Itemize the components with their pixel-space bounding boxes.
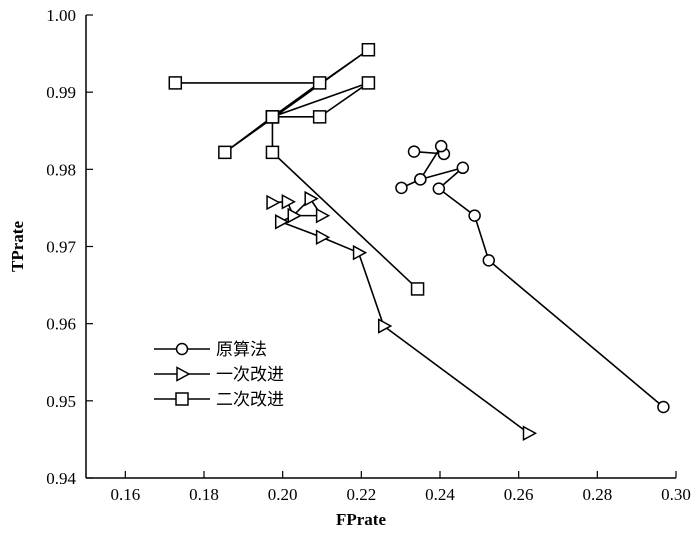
data-point-series-3 [168, 76, 183, 90]
data-point-series-3 [361, 42, 376, 57]
x-tick-label: 0.30 [661, 485, 691, 504]
data-point-series-2 [266, 194, 281, 211]
data-point-series-2 [304, 190, 319, 207]
data-point-series-2 [315, 229, 331, 245]
data-point-series-2 [274, 214, 290, 230]
y-tick-label: 0.96 [46, 315, 76, 334]
legend-marker [175, 392, 189, 406]
y-axis-title: TPrate [8, 221, 27, 272]
x-tick-label: 0.16 [110, 485, 140, 504]
x-tick-label: 0.26 [504, 485, 534, 504]
data-point-series-1 [434, 139, 448, 153]
data-point-series-1 [482, 254, 496, 267]
data-point-series-1 [456, 161, 470, 175]
data-point-series-3 [312, 110, 327, 124]
data-point-series-1 [395, 181, 408, 195]
y-tick-label: 0.99 [46, 83, 76, 102]
legend-label: 原算法 [216, 340, 267, 360]
y-tick-label: 1.00 [46, 6, 76, 25]
y-tick-label: 0.94 [46, 469, 76, 488]
y-tick-label: 0.95 [46, 392, 76, 411]
x-tick-label: 0.20 [268, 485, 298, 504]
x-tick-label: 0.24 [425, 485, 455, 504]
legend-label: 二次改进 [216, 390, 284, 410]
data-point-series-1 [468, 209, 481, 222]
data-point-series-3 [361, 76, 376, 90]
data-point-series-2 [315, 207, 331, 224]
data-point-series-1 [432, 182, 446, 195]
data-point-series-2 [522, 425, 538, 442]
data-point-series-1 [407, 145, 421, 158]
legend-marker [175, 342, 189, 356]
x-tick-label: 0.22 [346, 485, 376, 504]
data-point-series-2 [287, 207, 302, 224]
series-line-2 [272, 197, 529, 434]
legend-label: 一次改进 [216, 365, 284, 385]
y-tick-label: 0.97 [46, 238, 76, 257]
data-point-series-3 [410, 282, 425, 296]
x-tick-label: 0.28 [582, 485, 612, 504]
data-point-series-1 [414, 173, 427, 186]
legend-marker [176, 366, 191, 382]
x-tick-label: 0.18 [189, 485, 219, 504]
y-tick-label: 0.98 [46, 160, 76, 179]
data-point-series-1 [657, 400, 670, 414]
data-point-series-2 [352, 244, 368, 261]
data-point-series-2 [378, 318, 393, 334]
data-point-series-3 [218, 145, 232, 160]
data-point-series-3 [312, 76, 327, 90]
data-point-series-3 [265, 145, 280, 160]
series-line-3 [175, 49, 419, 290]
data-point-series-2 [281, 193, 296, 210]
x-axis-title: FPrate [336, 510, 386, 529]
data-point-series-3 [265, 110, 280, 124]
